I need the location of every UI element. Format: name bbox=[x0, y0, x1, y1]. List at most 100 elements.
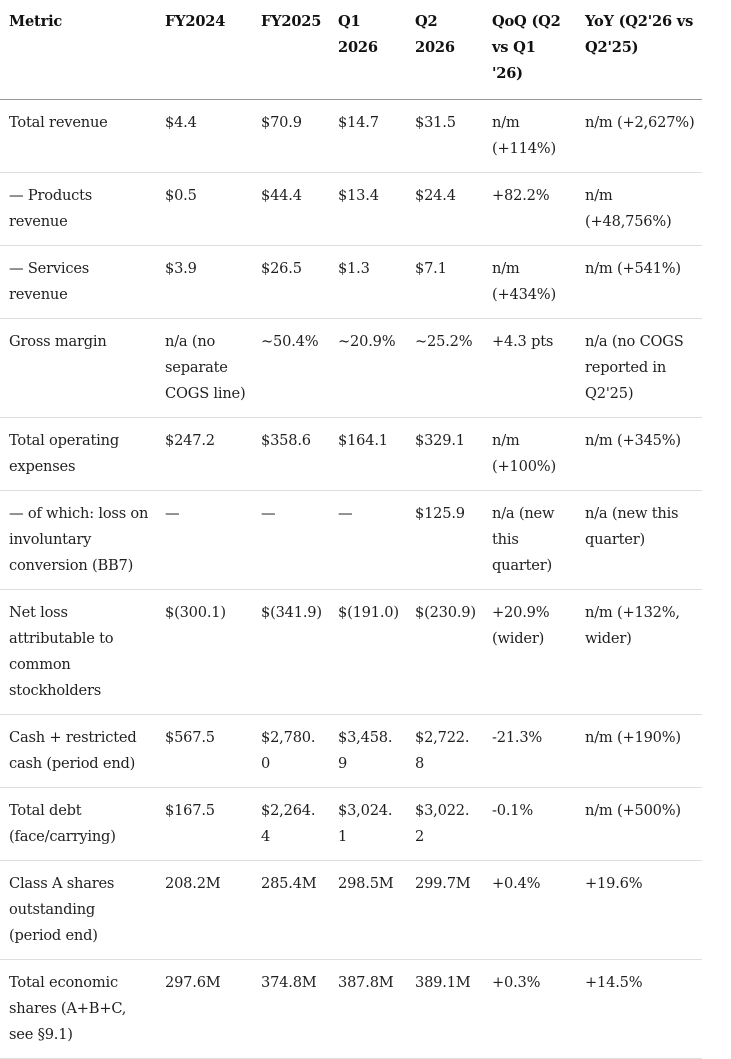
table-cell: -21.3% bbox=[492, 729, 543, 746]
table-cell: $329.1 bbox=[415, 432, 465, 449]
table-cell: — bbox=[338, 505, 353, 522]
table-cell: n/m (+100%) bbox=[492, 432, 556, 475]
table-cell: n/m (+132%, wider) bbox=[585, 604, 680, 647]
table-cell: $(230.9) bbox=[415, 604, 476, 621]
table-cell: $1.3 bbox=[338, 260, 370, 277]
column-header: FY2025 bbox=[261, 13, 322, 30]
metric-label: — Services revenue bbox=[9, 260, 90, 303]
column-header: FY2024 bbox=[165, 13, 226, 30]
table-cell: — bbox=[261, 505, 276, 522]
table-cell: $167.5 bbox=[165, 802, 215, 819]
table-cell: n/m (+190%) bbox=[585, 729, 681, 746]
table-cell: $13.4 bbox=[338, 187, 379, 204]
table-cell: +4.3 pts bbox=[492, 333, 554, 350]
table-cell: $358.6 bbox=[261, 432, 311, 449]
column-header: Metric bbox=[9, 13, 63, 30]
table-cell: n/m (+434%) bbox=[492, 260, 556, 303]
table-cell: -0.1% bbox=[492, 802, 534, 819]
table-cell: +0.3% bbox=[492, 974, 541, 991]
table-cell: ~50.4% bbox=[261, 333, 319, 350]
table-cell: $3,022.2 bbox=[415, 802, 470, 845]
table-cell: 297.6M bbox=[165, 974, 221, 991]
table-cell: $2,264.4 bbox=[261, 802, 316, 845]
table-cell: $2,780.0 bbox=[261, 729, 316, 772]
table-cell: $(191.0) bbox=[338, 604, 399, 621]
table-cell: $4.4 bbox=[165, 114, 197, 131]
table-cell: 389.1M bbox=[415, 974, 471, 991]
table-cell: $44.4 bbox=[261, 187, 302, 204]
table-cell: $70.9 bbox=[261, 114, 302, 131]
metric-label: Total debt (face/carrying) bbox=[9, 802, 116, 845]
table-cell: $(341.9) bbox=[261, 604, 322, 621]
table-cell: n/m (+114%) bbox=[492, 114, 556, 157]
table-row: — Services revenue $3.9 $26.5 $1.3 $7.1 n/m (… bbox=[0, 246, 702, 319]
metric-label: Total economic shares (A+B+C, see §9.1) bbox=[9, 974, 127, 1043]
table-row: Total economic shares (A+B+C, see §9.1) 2… bbox=[0, 960, 702, 1059]
table-cell: $26.5 bbox=[261, 260, 302, 277]
table-cell: $0.5 bbox=[165, 187, 197, 204]
table-cell: n/m (+500%) bbox=[585, 802, 681, 819]
metric-label: Total revenue bbox=[9, 114, 108, 131]
metric-label: Gross margin bbox=[9, 333, 107, 350]
table-cell: $3.9 bbox=[165, 260, 197, 277]
table-row: Class A shares outstanding (period end) 2… bbox=[0, 861, 702, 960]
table-cell: +14.5% bbox=[585, 974, 643, 991]
table-cell: $247.2 bbox=[165, 432, 215, 449]
table-row: Total revenue $4.4 $70.9 $14.7 $31.5 n/m (+11… bbox=[0, 100, 702, 173]
table-cell: $7.1 bbox=[415, 260, 447, 277]
table-cell: n/m (+345%) bbox=[585, 432, 681, 449]
metric-label: — of which: loss on involuntary conversi… bbox=[9, 505, 149, 574]
table-cell: $164.1 bbox=[338, 432, 388, 449]
table-row: Cash + restricted cash (period end) $567.… bbox=[0, 715, 702, 788]
table-cell: — bbox=[165, 505, 180, 522]
table-cell: +19.6% bbox=[585, 875, 643, 892]
metric-label: Cash + restricted cash (period end) bbox=[9, 729, 137, 772]
column-header: Q1 2026 bbox=[338, 13, 378, 56]
table-row: — of which: loss on involuntary conversi… bbox=[0, 491, 702, 590]
column-header: QoQ (Q2 vs Q1 '26) bbox=[492, 13, 561, 82]
table-cell: 299.7M bbox=[415, 875, 471, 892]
metric-label: Class A shares outstanding (period end) bbox=[9, 875, 115, 944]
column-header: YoY (Q2'26 vs Q2'25) bbox=[585, 13, 694, 56]
table-cell: $2,722.8 bbox=[415, 729, 470, 772]
table-cell: $125.9 bbox=[415, 505, 465, 522]
table-cell: $24.4 bbox=[415, 187, 456, 204]
table-cell: 208.2M bbox=[165, 875, 221, 892]
table-cell: $3,458.9 bbox=[338, 729, 393, 772]
table-cell: n/m (+48,756%) bbox=[585, 187, 672, 230]
table-cell: ~20.9% bbox=[338, 333, 396, 350]
table-row: Gross margin n/a (no separate COGS line) ~… bbox=[0, 319, 702, 418]
table-cell: 387.8M bbox=[338, 974, 394, 991]
metric-label: — Products revenue bbox=[9, 187, 93, 230]
table-cell: n/a (no separate COGS line) bbox=[165, 333, 246, 402]
table-body: Total revenue $4.4 $70.9 $14.7 $31.5 n/m (+11… bbox=[0, 100, 702, 1059]
table-cell: $567.5 bbox=[165, 729, 215, 746]
table-header: Metric FY2024 FY2025 Q1 2026 Q2 2026 QoQ (Q2 … bbox=[0, 0, 702, 100]
header-row: Metric FY2024 FY2025 Q1 2026 Q2 2026 QoQ (Q2 … bbox=[0, 0, 702, 100]
table-cell: $(300.1) bbox=[165, 604, 226, 621]
table-cell: $3,024.1 bbox=[338, 802, 393, 845]
table-cell: 298.5M bbox=[338, 875, 394, 892]
table-cell: n/m (+2,627%) bbox=[585, 114, 695, 131]
table-cell: +82.2% bbox=[492, 187, 550, 204]
table-cell: $31.5 bbox=[415, 114, 456, 131]
metrics-table: Metric FY2024 FY2025 Q1 2026 Q2 2026 QoQ (Q2 … bbox=[0, 0, 702, 1059]
table-row: — Products revenue $0.5 $44.4 $13.4 $24.4 +82… bbox=[0, 173, 702, 246]
table-cell: n/a (new this quarter) bbox=[492, 505, 555, 574]
table-row: Net loss attributable to common stockhol… bbox=[0, 590, 702, 715]
table-cell: 285.4M bbox=[261, 875, 317, 892]
table-row: Total operating expenses $247.2 $358.6 $164… bbox=[0, 418, 702, 491]
table-cell: +20.9% (wider) bbox=[492, 604, 550, 647]
metric-label: Total operating expenses bbox=[9, 432, 119, 475]
table-cell: n/a (new this quarter) bbox=[585, 505, 679, 548]
column-header: Q2 2026 bbox=[415, 13, 455, 56]
table-cell: n/a (no COGS reported in Q2'25) bbox=[585, 333, 684, 402]
table-cell: +0.4% bbox=[492, 875, 541, 892]
table-cell: ~25.2% bbox=[415, 333, 473, 350]
table-row: Total debt (face/carrying) $167.5 $2,264.4… bbox=[0, 788, 702, 861]
table-cell: $14.7 bbox=[338, 114, 379, 131]
table-cell: n/m (+541%) bbox=[585, 260, 681, 277]
metric-label: Net loss attributable to common stockhol… bbox=[9, 604, 114, 699]
table-cell: 374.8M bbox=[261, 974, 317, 991]
